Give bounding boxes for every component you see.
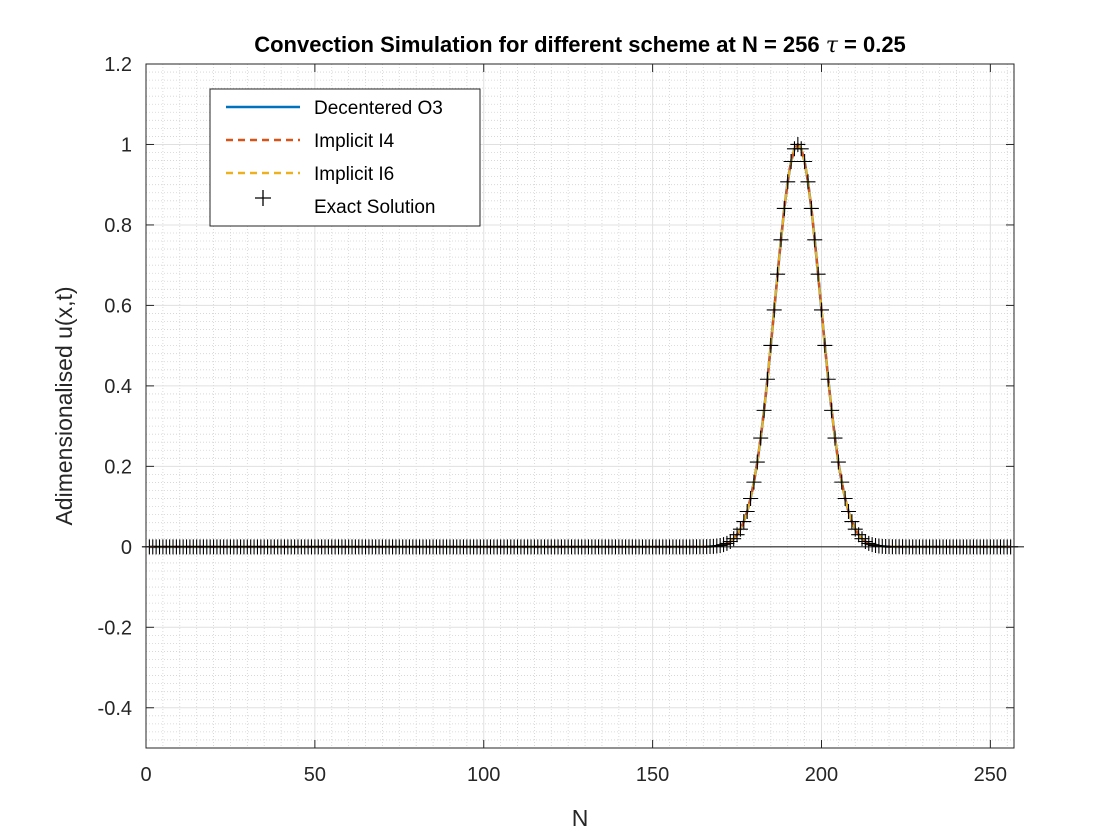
legend-swatch-exact-solution-plus-marker xyxy=(255,190,271,206)
exact-solution-marker xyxy=(732,521,748,537)
exact-solution-marker xyxy=(820,371,836,387)
exact-solution-marker xyxy=(851,527,867,543)
y-tick-label: 0 xyxy=(121,537,132,559)
exact-solution-marker xyxy=(712,538,728,554)
exact-solution-marker xyxy=(770,266,786,282)
exact-solution-marker xyxy=(864,537,880,553)
exact-solution-marker xyxy=(726,531,742,547)
exact-solution-marker xyxy=(824,402,840,418)
exact-solution-marker xyxy=(759,371,775,387)
exact-solution-marker xyxy=(739,504,755,520)
exact-solution-marker xyxy=(783,154,799,170)
legend-label-implicit-i4: Implicit I4 xyxy=(314,131,395,152)
exact-solution-marker xyxy=(793,141,809,157)
exact-solution-marker xyxy=(803,200,819,216)
x-axis-label: N xyxy=(572,805,589,831)
exact-solution-marker xyxy=(817,337,833,353)
legend-label-exact-solution: Exact Solution xyxy=(314,197,435,218)
exact-solution-marker xyxy=(830,454,846,470)
y-axis-label: Adimensionalised u(x,t) xyxy=(51,286,77,525)
y-axis-ticks: -0.4 -0.2 0 0.2 0.4 0.6 0.8 1 1.2 xyxy=(98,54,1014,720)
exact-solution-marker xyxy=(763,337,779,353)
exact-solution-marker xyxy=(827,430,843,446)
y-tick-label: 1.2 xyxy=(104,54,132,76)
exact-solution-marker xyxy=(797,154,813,170)
y-tick-label: 0.2 xyxy=(104,456,132,478)
chart-title-suffix: = 0.25 xyxy=(838,32,906,57)
x-tick-label: 150 xyxy=(636,764,669,786)
exact-solution-marker xyxy=(766,302,782,318)
exact-solution-marker xyxy=(756,402,772,418)
y-tick-label: -0.2 xyxy=(98,617,132,639)
legend-label-implicit-i6: Implicit I6 xyxy=(314,164,394,185)
exact-solution-marker xyxy=(746,474,762,490)
legend-entry-exact-solution: Exact Solution xyxy=(255,190,435,218)
legend-box xyxy=(209,88,481,227)
exact-solution-marker xyxy=(800,174,816,190)
exact-solution-marker xyxy=(834,474,850,490)
exact-solution-marker xyxy=(749,454,765,470)
exact-solution-marker xyxy=(837,490,853,506)
series-line-implicit-i4 xyxy=(149,142,1011,548)
exact-solution-marker xyxy=(857,534,873,549)
x-tick-label: 0 xyxy=(140,764,151,786)
exact-solution-marker xyxy=(722,534,738,549)
y-tick-label: -0.4 xyxy=(98,698,132,720)
exact-solution-marker xyxy=(813,302,829,318)
exact-solution-marker xyxy=(790,136,806,152)
legend: Decentered O3 Implicit I4 Implicit I6 Ex… xyxy=(209,88,481,227)
chart-title-tau-symbol: τ xyxy=(826,33,839,58)
exact-solution-marker xyxy=(847,521,863,537)
exact-solution-marker xyxy=(736,514,752,530)
x-tick-label: 250 xyxy=(974,764,1007,786)
y-tick-label: 0.8 xyxy=(104,215,132,237)
x-axis-ticks: 0 50 100 150 200 250 xyxy=(140,64,1007,786)
exact-solution-marker xyxy=(841,504,857,520)
exact-solution-marker xyxy=(753,430,769,446)
legend-entry-implicit-i6: Implicit I6 xyxy=(226,164,394,185)
legend-entry-implicit-i4: Implicit I4 xyxy=(226,131,395,152)
exact-solution-marker xyxy=(729,527,745,543)
chart-title: Convection Simulation for different sche… xyxy=(254,32,906,58)
y-tick-label: 0.6 xyxy=(104,295,132,317)
exact-solution-marker xyxy=(807,232,823,248)
y-tick-label: 0.4 xyxy=(104,376,132,398)
plot-frame xyxy=(145,63,1015,749)
exact-solution-marker xyxy=(743,490,759,506)
exact-solution-markers xyxy=(141,136,1019,555)
chart-title-prefix: Convection Simulation for different sche… xyxy=(254,32,826,57)
exact-solution-marker xyxy=(844,514,860,530)
exact-solution-marker xyxy=(810,266,826,282)
x-tick-label: 50 xyxy=(304,764,326,786)
x-tick-label: 200 xyxy=(805,764,838,786)
exact-solution-marker xyxy=(776,200,792,216)
y-tick-label: 1 xyxy=(121,134,132,156)
legend-label-decentered-o3: Decentered O3 xyxy=(314,98,443,119)
legend-entry-decentered-o3: Decentered O3 xyxy=(226,98,443,119)
exact-solution-marker xyxy=(780,174,796,190)
x-tick-label: 100 xyxy=(467,764,500,786)
exact-solution-marker xyxy=(716,537,732,553)
exact-solution-marker xyxy=(773,232,789,248)
exact-solution-marker xyxy=(861,535,877,551)
